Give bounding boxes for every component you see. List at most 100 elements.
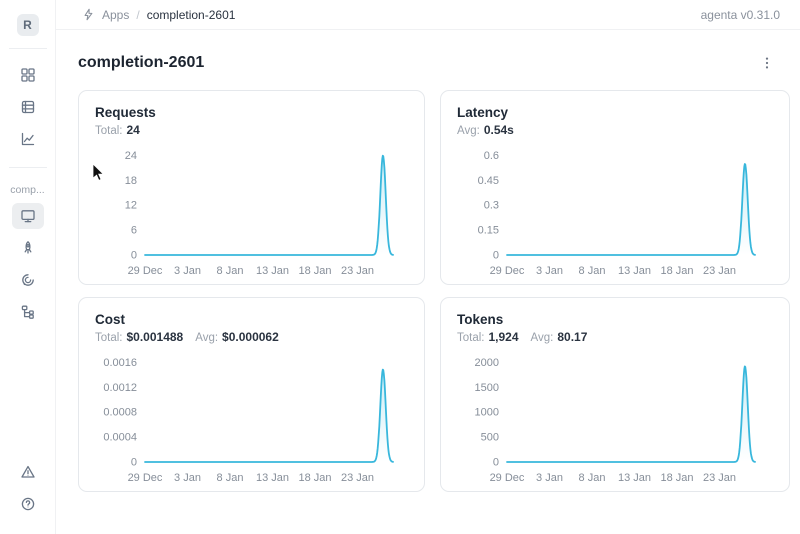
cost-stats: Total: $0.001488 Avg: $0.000062 [95,330,408,344]
workspace-avatar[interactable]: R [16,14,39,36]
x-tick-label: 18 Jan [298,472,331,484]
requests-card-title: Requests [95,105,156,120]
y-tick-label: 500 [481,432,499,444]
x-tick-label: 8 Jan [579,265,606,277]
y-tick-label: 0.0004 [103,432,137,444]
y-tick-label: 18 [125,175,137,187]
x-tick-label: 23 Jan [341,472,374,484]
breadcrumb-apps-link[interactable]: Apps [102,7,130,22]
version-label: agenta v0.31.0 [700,7,780,22]
tokens-stat: Avg: 80.17 [530,330,588,344]
x-tick-label: 3 Jan [536,472,563,484]
x-tick-label: 29 Dec [490,265,525,277]
grid-icon [20,68,35,82]
x-tick-label: 8 Jan [217,265,244,277]
requests-area [145,155,394,255]
top-bar: Apps / completion-2601 agenta v0.31.0 [56,0,800,30]
cost-chart[interactable]: 0 0.0004 0.0008 0.0012 0.0016 29 Dec 3 Jan 8 Ja… [95,348,410,488]
sidebar-divider [8,167,47,168]
card-latency: Latency Avg: 0.54s 0 0.15 0.3 0.45 0.6 29 Dec 3 J… [440,90,790,285]
tokens-area [507,366,756,462]
page-title: completion-2601 [78,54,205,71]
sidebar-item-apps[interactable] [12,62,44,88]
latency-area [507,164,756,255]
question-circle-icon [21,497,34,511]
x-tick-label: 3 Jan [174,472,201,484]
latency-chart[interactable]: 0 0.15 0.3 0.45 0.6 29 Dec 3 Jan 8 Jan 13 Jan 18 … [457,141,772,281]
y-tick-label: 0.6 [484,150,499,162]
tokens-stats: Total: 1,924 Avg: 80.17 [457,330,773,344]
latency-line [506,163,756,256]
charts-grid: Requests Total: 24 0 6 12 18 24 29 Dec 3 Jan 8 Jan… [56,88,800,492]
y-tick-label: 0 [131,457,137,469]
sidebar-item-evaluations[interactable] [12,267,44,293]
y-tick-label: 0.15 [478,225,499,237]
tokens-card-title: Tokens [457,312,504,327]
breadcrumb-separator: / [136,7,140,22]
y-tick-label: 0.45 [478,175,499,187]
sidebar: R comp... [0,0,56,534]
y-tick-label: 0 [131,250,137,262]
more-options-button[interactable] [756,52,778,74]
x-tick-label: 23 Jan [703,472,736,484]
y-tick-label: 6 [131,225,137,237]
requests-chart[interactable]: 0 6 12 18 24 29 Dec 3 Jan 8 Jan 13 Jan 18 Jan 23 J… [95,141,410,281]
y-tick-label: 2000 [475,357,499,369]
mouse-cursor [92,164,105,181]
table-rows-icon [21,100,34,114]
title-row: completion-2601 [56,30,800,88]
tokens-chart[interactable]: 0 500 1000 1500 2000 29 Dec 3 Jan 8 Jan 13 Jan 18… [457,348,772,488]
cyclone-icon [21,274,34,286]
x-tick-label: 8 Jan [217,472,244,484]
x-tick-label: 23 Jan [341,265,374,277]
y-tick-label: 12 [125,200,137,212]
cost-area [145,369,394,462]
card-tokens: Tokens Total: 1,924 Avg: 80.17 0 500 1000 1500 20… [440,297,790,492]
x-tick-label: 13 Jan [256,472,289,484]
sidebar-item-playground[interactable] [11,203,44,229]
x-tick-label: 29 Dec [128,472,163,484]
sidebar-item-traces[interactable] [12,299,44,325]
x-tick-label: 13 Jan [256,265,289,277]
sidebar-item-alerts[interactable] [12,459,44,485]
sidebar-divider [8,48,47,49]
card-cost: Cost Total: $0.001488 Avg: $0.000062 0 0.0004 0… [78,297,425,492]
sidebar-bottom [12,456,44,520]
breadcrumb-current: completion-2601 [146,7,236,22]
x-tick-label: 3 Jan [536,265,563,277]
tokens-line [506,365,756,463]
latency-stats: Avg: 0.54s [457,123,773,137]
card-requests: Requests Total: 24 0 6 12 18 24 29 Dec 3 Jan 8 Jan… [78,90,425,285]
y-tick-label: 0.0016 [103,357,137,369]
main-area: Apps / completion-2601 agenta v0.31.0 co… [56,0,800,534]
x-tick-label: 29 Dec [128,265,163,277]
sidebar-item-observability[interactable] [12,126,44,152]
y-tick-label: 0 [493,250,499,262]
cost-line [144,368,394,463]
y-tick-label: 0.0012 [103,382,137,394]
x-tick-label: 8 Jan [579,472,606,484]
monitor-icon [20,210,35,223]
y-tick-label: 1500 [475,382,499,394]
cost-stat: Total: $0.001488 [95,330,184,344]
y-tick-label: 0 [493,457,499,469]
y-tick-label: 1000 [475,407,499,419]
sidebar-item-deployments[interactable] [12,235,44,261]
sidebar-item-help[interactable] [12,491,44,517]
sidebar-item-testsets[interactable] [12,94,44,120]
x-tick-label: 29 Dec [490,472,525,484]
rocket-icon [24,241,31,254]
x-tick-label: 13 Jan [618,472,651,484]
requests-stats: Total: 24 [95,123,408,137]
tokens-stat: Total: 1,924 [457,330,519,344]
lightning-icon [84,8,93,21]
x-tick-label: 23 Jan [703,265,736,277]
tree-icon [21,305,34,319]
y-tick-label: 0.0008 [103,407,137,419]
x-tick-label: 18 Jan [660,265,693,277]
latency-card-title: Latency [457,105,509,120]
requests-stat: Total: 24 [95,123,140,137]
y-tick-label: 0.3 [484,200,499,212]
x-tick-label: 3 Jan [174,265,201,277]
